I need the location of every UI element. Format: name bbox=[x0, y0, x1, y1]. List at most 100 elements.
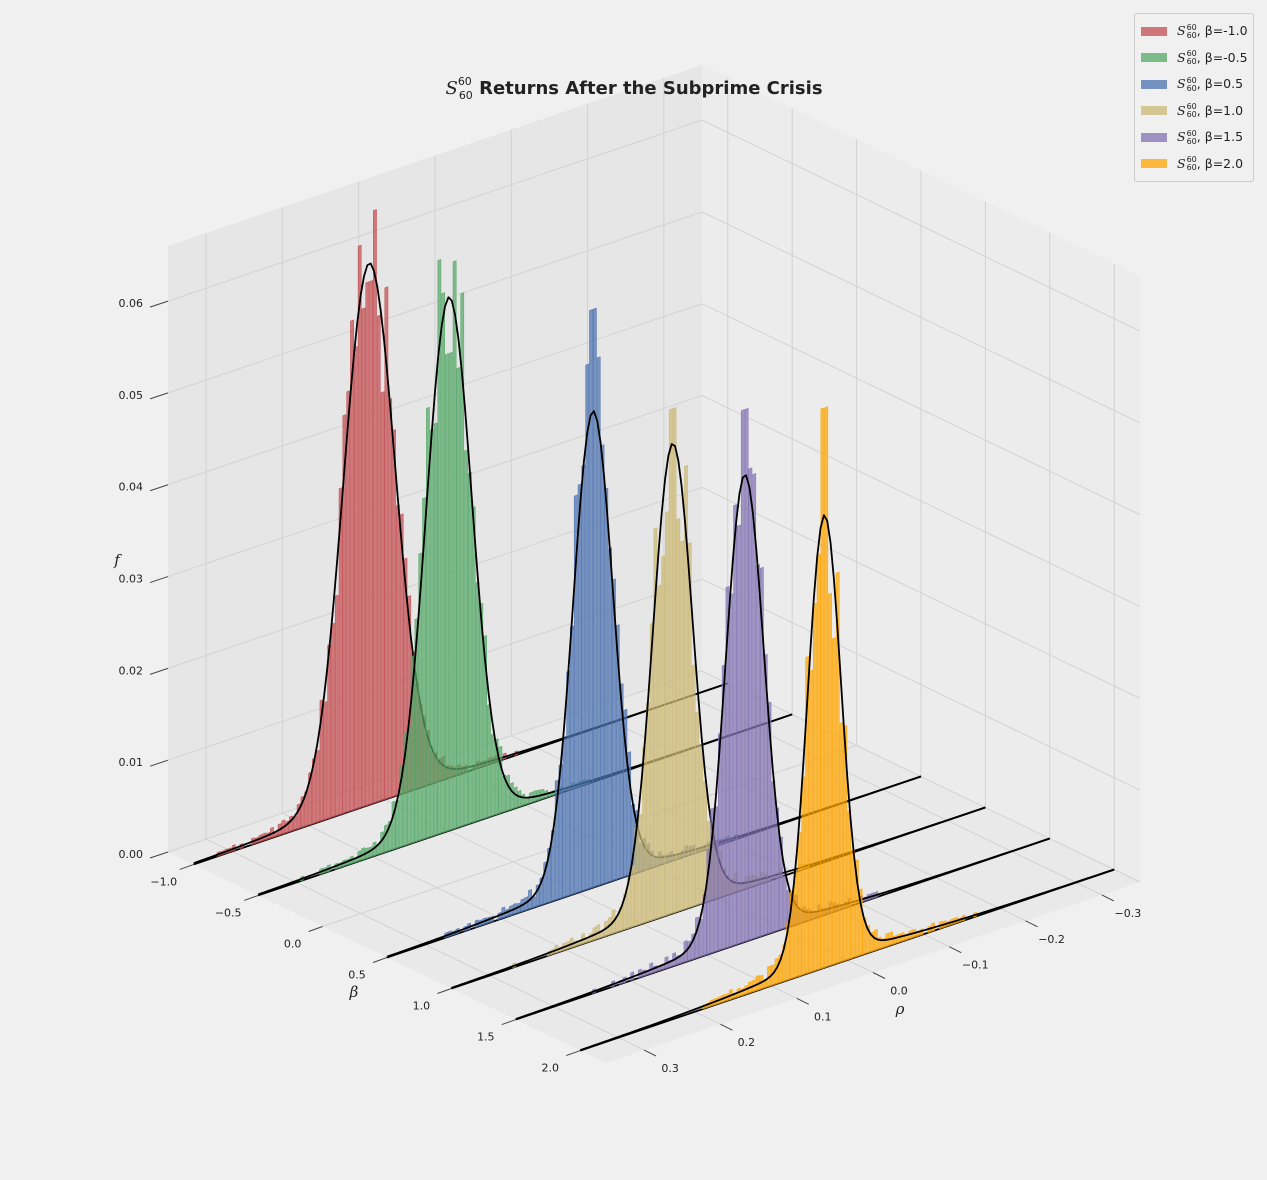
histogram-bar bbox=[562, 737, 567, 899]
histogram-bar bbox=[315, 749, 320, 824]
histogram-bar bbox=[702, 893, 707, 957]
legend-item: S 60 60, β=1.0 bbox=[1141, 98, 1247, 125]
z-tick-mark bbox=[149, 759, 169, 767]
title-text: Returns After the Subprime Crisis bbox=[473, 78, 823, 99]
histogram-bar bbox=[604, 487, 609, 885]
histogram-bar bbox=[429, 428, 434, 838]
legend-symbol: S bbox=[1177, 49, 1186, 65]
chart-data-marks bbox=[193, 209, 1115, 1052]
histogram-bar bbox=[657, 584, 662, 919]
legend-symbol: S bbox=[1177, 76, 1186, 91]
histogram-bar bbox=[684, 464, 688, 910]
y-tick-mark bbox=[1025, 920, 1038, 928]
legend-swatch bbox=[1141, 79, 1167, 89]
histogram-bar bbox=[672, 407, 677, 914]
z-tick-mark bbox=[149, 300, 169, 308]
legend-subscript: 60 bbox=[1186, 163, 1197, 172]
y-tick-label: 0.3 bbox=[661, 1062, 679, 1075]
z-tick-mark bbox=[149, 484, 169, 492]
histogram-bar bbox=[392, 429, 396, 798]
histogram-bar bbox=[699, 743, 704, 905]
histogram-bar bbox=[748, 467, 753, 941]
histogram-bar bbox=[422, 497, 426, 841]
histogram-bar bbox=[426, 406, 430, 839]
legend-label: S 60 60, β=2.0 bbox=[1177, 156, 1243, 173]
histogram-bar bbox=[634, 826, 639, 927]
histogram-bar bbox=[832, 637, 836, 966]
x-tick-label: −1.0 bbox=[150, 875, 177, 888]
histogram-bar bbox=[346, 390, 351, 813]
histogram-bar bbox=[365, 281, 370, 807]
z-tick-label: 0.02 bbox=[119, 664, 144, 677]
x-tick-label: 1.0 bbox=[413, 1000, 431, 1013]
x-tick-mark bbox=[179, 863, 194, 870]
x-tick-mark bbox=[501, 1019, 516, 1026]
title-superscript: 60 bbox=[458, 75, 472, 88]
histogram-bar bbox=[380, 391, 385, 802]
x-tick-label: 0.5 bbox=[348, 969, 366, 982]
histogram-bar bbox=[600, 444, 605, 886]
legend-text: , β=-1.0 bbox=[1196, 23, 1248, 38]
y-tick-label: 0.1 bbox=[814, 1010, 832, 1023]
z-tick-mark bbox=[149, 851, 169, 859]
histogram-bar bbox=[372, 841, 377, 857]
y-tick-mark bbox=[643, 1049, 657, 1057]
histogram-bar bbox=[893, 934, 897, 945]
histogram-bar bbox=[775, 807, 779, 932]
histogram-bar bbox=[471, 506, 476, 824]
x-axis-label: β bbox=[349, 983, 359, 1001]
legend-symbol: S bbox=[1177, 102, 1186, 118]
histogram-bar bbox=[801, 776, 806, 976]
legend-text: , β=-0.5 bbox=[1196, 49, 1248, 65]
histogram-bar bbox=[331, 622, 335, 819]
histogram-bar bbox=[342, 414, 347, 815]
legend-item: S 60 60, β=-0.5 bbox=[1141, 45, 1248, 72]
legend-scripts: 60 60 bbox=[1187, 76, 1197, 93]
legend-subscript: 60 bbox=[1186, 136, 1197, 146]
y-axis-label: ρ bbox=[895, 1000, 905, 1018]
legend-scripts: 60 60 bbox=[1187, 23, 1197, 40]
histogram-bar bbox=[782, 874, 787, 930]
histogram-bar bbox=[483, 635, 487, 820]
legend-item: S 60 60, β=0.5 bbox=[1141, 71, 1247, 98]
series-group bbox=[515, 407, 1051, 1021]
histogram-bar bbox=[638, 813, 643, 926]
histogram-bar bbox=[350, 319, 354, 812]
legend: S 60 60, β=-1.0 S 60 60, β=-0.5 S 60 60, β=0.5 S 6… bbox=[1134, 13, 1254, 182]
histogram-bar bbox=[615, 914, 620, 934]
legend-symbol: S bbox=[1177, 155, 1186, 171]
histogram-bar bbox=[502, 774, 507, 813]
y-tick-mark bbox=[872, 972, 886, 979]
histogram-bar bbox=[323, 701, 328, 821]
histogram-bar bbox=[380, 831, 384, 855]
histogram-bar bbox=[805, 655, 810, 975]
legend-text: , β=0.5 bbox=[1196, 76, 1244, 91]
histogram-bar bbox=[581, 464, 586, 892]
histogram-bar bbox=[327, 644, 332, 820]
histogram-bar bbox=[361, 307, 366, 808]
histogram-bar bbox=[569, 937, 574, 949]
series-group bbox=[579, 406, 1115, 1052]
histogram-bar bbox=[384, 824, 388, 854]
histogram-bar bbox=[570, 625, 574, 896]
z-tick-label: 0.05 bbox=[119, 389, 144, 402]
histogram-bar bbox=[771, 964, 775, 987]
histogram-bar bbox=[619, 683, 624, 879]
histogram-bar bbox=[589, 308, 593, 890]
histogram-bar bbox=[395, 504, 400, 797]
legend-text: , β=2.0 bbox=[1196, 155, 1244, 171]
histogram-bar bbox=[771, 780, 776, 934]
histogram-bar bbox=[551, 829, 555, 903]
z-tick-label: 0.03 bbox=[119, 573, 144, 586]
histogram-bar bbox=[645, 701, 650, 923]
legend-scripts: 60 60 bbox=[1187, 156, 1197, 172]
histogram-bar bbox=[445, 353, 449, 833]
histogram-bar bbox=[384, 286, 389, 801]
legend-scripts: 60 60 bbox=[1186, 129, 1197, 146]
x-tick-label: 1.5 bbox=[477, 1031, 495, 1044]
histogram-bar bbox=[812, 602, 817, 972]
z-axis-label: f bbox=[113, 551, 122, 569]
histogram-bar bbox=[695, 711, 700, 907]
legend-swatch bbox=[1141, 132, 1167, 142]
histogram-bar bbox=[292, 815, 297, 832]
